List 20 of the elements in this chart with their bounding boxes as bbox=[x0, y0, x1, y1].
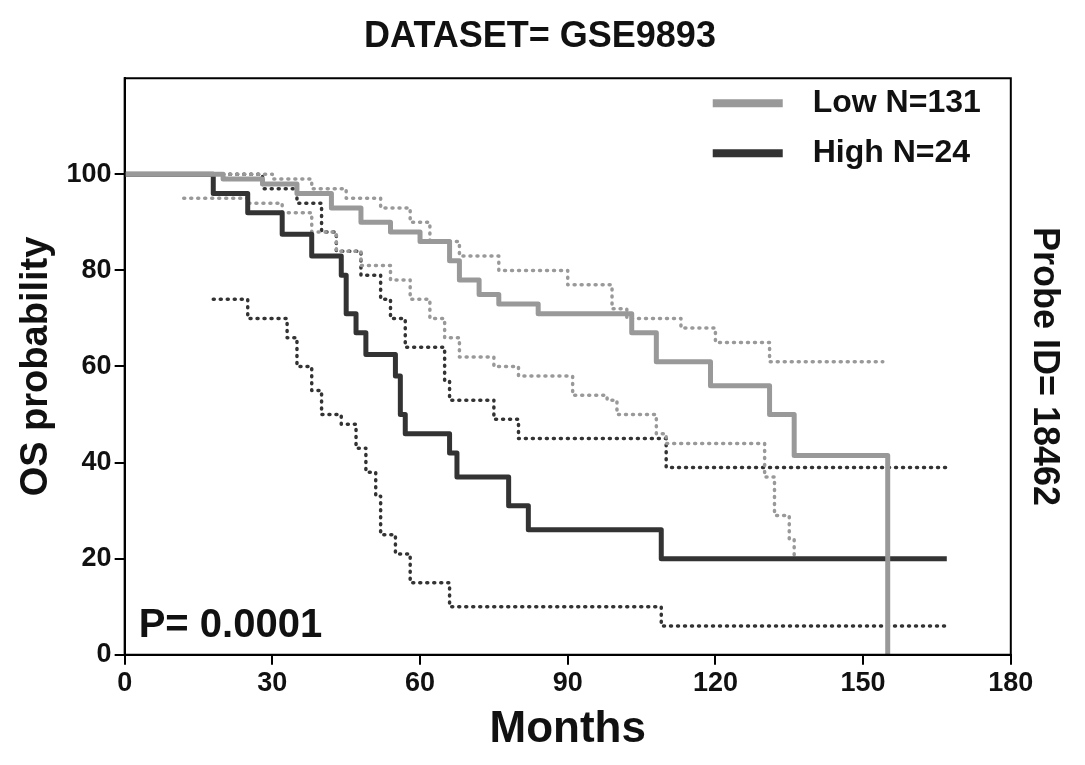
y-tick-label: 0 bbox=[96, 638, 112, 669]
chart-title: DATASET= GSE9893 bbox=[364, 13, 716, 55]
annotation: P= 0.0001 bbox=[138, 600, 323, 645]
y-tick-label: 60 bbox=[81, 349, 112, 380]
x-tick-label: 120 bbox=[692, 667, 738, 698]
x-axis-title: Months bbox=[489, 701, 646, 751]
y-tick-label: 20 bbox=[81, 542, 112, 573]
x-tick-label: 90 bbox=[552, 667, 583, 698]
x-tick-label: 60 bbox=[405, 667, 436, 698]
y2-axis-title: Probe ID= 18462 bbox=[1026, 226, 1068, 507]
x-tick-label: 150 bbox=[840, 667, 886, 698]
x-tick-label: 30 bbox=[257, 667, 288, 698]
y-tick-label: 100 bbox=[66, 157, 112, 188]
y-tick-label: 40 bbox=[81, 446, 112, 477]
legend-label: High N=24 bbox=[812, 133, 971, 170]
legend-label: Low N=131 bbox=[812, 83, 981, 120]
y-axis-title: OS probability bbox=[13, 236, 56, 497]
y-tick-label: 80 bbox=[81, 253, 112, 284]
x-tick-label: 0 bbox=[117, 667, 133, 698]
x-tick-label: 180 bbox=[988, 667, 1034, 698]
